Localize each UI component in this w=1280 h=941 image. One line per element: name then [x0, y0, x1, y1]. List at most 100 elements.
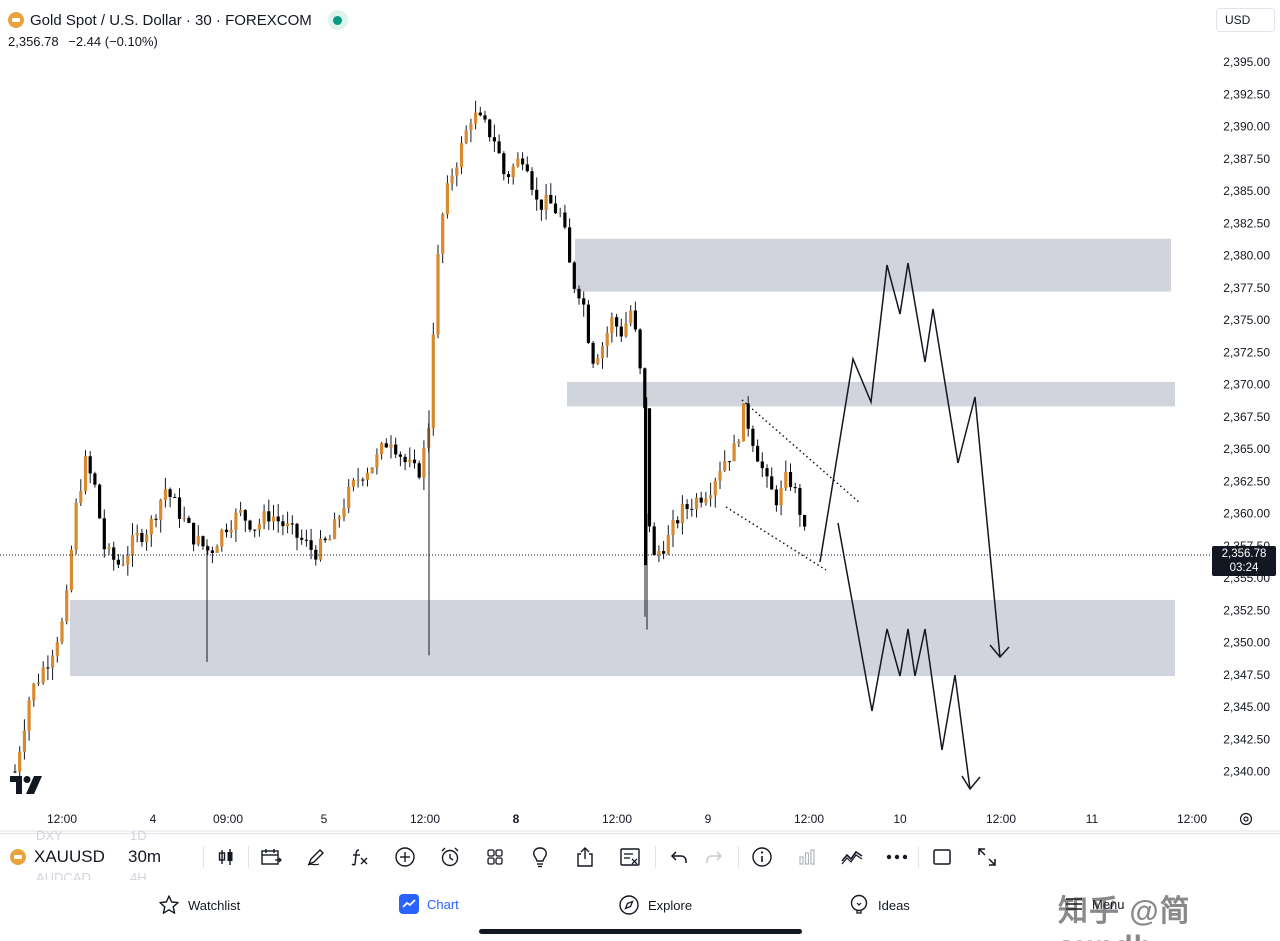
candle-bull	[445, 183, 449, 215]
bottom-navigation: Watchlist Chart Explore Ideas Menu 知乎 @简…	[0, 880, 1280, 941]
market-open-status-icon[interactable]	[327, 10, 348, 30]
nav-ideas[interactable]: Ideas	[848, 894, 910, 916]
candle-bull	[262, 511, 266, 524]
info-icon[interactable]	[749, 844, 775, 870]
candle-bear	[140, 532, 144, 542]
candle-bull	[375, 454, 379, 468]
candle-bull	[333, 519, 337, 539]
time-tick-label: 5	[321, 812, 328, 826]
candle-bear	[187, 517, 191, 523]
candle-bear	[206, 546, 210, 551]
timeframe-picker[interactable]: 30m	[128, 847, 162, 866]
channel-lower-line[interactable]	[725, 506, 827, 571]
candle-bull	[431, 334, 435, 428]
arrow-head-icon[interactable]	[989, 644, 1010, 659]
pencil-icon[interactable]	[303, 844, 329, 870]
candle-bull	[657, 551, 661, 556]
candle-bear	[88, 456, 92, 474]
time-tick-label: 12:00	[986, 812, 1016, 826]
candle-bear	[525, 164, 529, 172]
nav-chart[interactable]: Chart	[399, 894, 459, 914]
candle-bull	[145, 534, 149, 542]
price-tick-label: 2,387.50	[1223, 152, 1270, 166]
candle-bull	[600, 346, 605, 359]
candle-bull	[32, 683, 36, 701]
menu-icon	[1066, 898, 1082, 910]
candle-bear	[478, 112, 482, 116]
candle-bull	[22, 730, 26, 752]
grid-layout-icon[interactable]	[482, 844, 508, 870]
candle-bull	[60, 621, 64, 643]
share-icon[interactable]	[572, 844, 598, 870]
candle-bear	[112, 547, 116, 560]
candle-bear	[116, 559, 120, 565]
fx-indicators-icon[interactable]	[347, 844, 373, 870]
candle-bear	[760, 461, 764, 469]
supply-zone-upper[interactable]	[575, 238, 1171, 292]
home-indicator	[479, 929, 802, 934]
calendar-icon[interactable]	[258, 844, 284, 870]
candle-bull	[271, 516, 276, 522]
candles-icon[interactable]	[213, 844, 239, 870]
candle-bull	[558, 212, 562, 214]
currency-selector[interactable]: USD	[1216, 8, 1275, 32]
idea-bulb-icon	[850, 894, 868, 914]
channel-upper-line[interactable]	[741, 399, 861, 504]
lightbulb-icon[interactable]	[527, 844, 553, 870]
candle-bull	[328, 538, 332, 541]
candle-bear	[177, 497, 182, 519]
candle-bull	[126, 555, 130, 565]
bar-countdown: 03:24	[1229, 562, 1259, 574]
nav-explore[interactable]: Explore	[618, 894, 692, 916]
candle-bear	[577, 288, 581, 299]
time-tick-label: 09:00	[213, 812, 243, 826]
object-tree-clear-icon[interactable]	[617, 844, 643, 870]
candle-bull	[74, 502, 78, 550]
candle-bear	[535, 189, 539, 200]
candle-bear	[506, 174, 511, 178]
trend-icon[interactable]	[839, 844, 865, 870]
candle-bear	[483, 115, 487, 120]
bullish-path-drawing[interactable]	[819, 262, 1001, 658]
expand-icon[interactable]	[974, 844, 1000, 870]
symbol-picker[interactable]: XAUUSD	[10, 847, 105, 867]
candle-bear	[798, 488, 802, 515]
price-tick-label: 2,367.50	[1223, 410, 1270, 424]
candle-bear	[690, 508, 694, 510]
add-compare-icon[interactable]	[392, 844, 418, 870]
candle-bull	[732, 443, 736, 462]
projection-drawings	[725, 262, 1010, 791]
time-tick-label: 4	[150, 812, 157, 826]
undo-icon[interactable]	[666, 844, 692, 870]
price-tick-label: 2,365.00	[1223, 442, 1270, 456]
candle-bull	[624, 323, 628, 337]
current-price-value: 2,356.78	[1221, 548, 1267, 560]
candle-bear	[502, 153, 506, 175]
more-icon[interactable]	[884, 844, 910, 870]
chart-settings-gear-icon[interactable]	[1238, 811, 1254, 827]
candle-bull	[234, 512, 238, 530]
volume-bars-icon[interactable]	[794, 844, 820, 870]
toolbar-divider	[738, 846, 739, 868]
demand-zone-lower[interactable]	[70, 599, 1175, 677]
arrow-head-icon[interactable]	[961, 775, 981, 791]
candle-bear	[765, 468, 769, 477]
candle-bull	[469, 123, 473, 131]
candle-bear	[591, 342, 595, 364]
candle-bear	[243, 510, 247, 521]
candle-bull	[436, 253, 440, 335]
alarm-icon[interactable]	[437, 844, 463, 870]
candle-bear	[46, 667, 50, 669]
symbol-title[interactable]: Gold Spot / U.S. Dollar · 30 · FOREXCOM	[30, 11, 312, 29]
bearish-path-drawing[interactable]	[837, 522, 971, 790]
square-icon[interactable]	[929, 844, 955, 870]
time-tick-label: 12:00	[794, 812, 824, 826]
nav-watchlist[interactable]: Watchlist	[158, 894, 240, 916]
price-chart[interactable]: 2,395.00 2,392.50 2,390.00 2,387.50 2,385.00…	[0, 0, 1280, 832]
nav-menu[interactable]: Menu	[1064, 894, 1125, 914]
time-tick-label: 12:00	[410, 812, 440, 826]
redo-icon[interactable]	[701, 844, 727, 870]
candle-bull	[79, 491, 83, 503]
candle-bear	[638, 329, 642, 369]
